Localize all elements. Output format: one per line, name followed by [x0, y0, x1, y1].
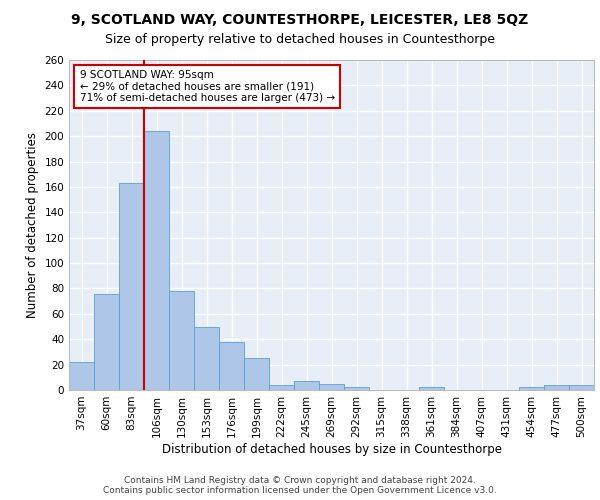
- Bar: [119, 183, 144, 390]
- Bar: [194, 326, 219, 390]
- Bar: [419, 388, 444, 390]
- Text: 9 SCOTLAND WAY: 95sqm
← 29% of detached houses are smaller (191)
71% of semi-det: 9 SCOTLAND WAY: 95sqm ← 29% of detached …: [79, 70, 335, 103]
- Y-axis label: Number of detached properties: Number of detached properties: [26, 132, 39, 318]
- Bar: [169, 291, 194, 390]
- Bar: [94, 294, 119, 390]
- Bar: [69, 362, 94, 390]
- Bar: [219, 342, 244, 390]
- Bar: [519, 388, 544, 390]
- Text: Size of property relative to detached houses in Countesthorpe: Size of property relative to detached ho…: [105, 32, 495, 46]
- Text: Contains HM Land Registry data © Crown copyright and database right 2024.
Contai: Contains HM Land Registry data © Crown c…: [103, 476, 497, 495]
- Bar: [144, 131, 169, 390]
- Bar: [319, 384, 344, 390]
- Bar: [294, 381, 319, 390]
- Bar: [269, 385, 294, 390]
- Bar: [544, 385, 569, 390]
- Bar: [244, 358, 269, 390]
- Bar: [344, 388, 369, 390]
- X-axis label: Distribution of detached houses by size in Countesthorpe: Distribution of detached houses by size …: [161, 442, 502, 456]
- Bar: [569, 385, 594, 390]
- Text: 9, SCOTLAND WAY, COUNTESTHORPE, LEICESTER, LE8 5QZ: 9, SCOTLAND WAY, COUNTESTHORPE, LEICESTE…: [71, 12, 529, 26]
